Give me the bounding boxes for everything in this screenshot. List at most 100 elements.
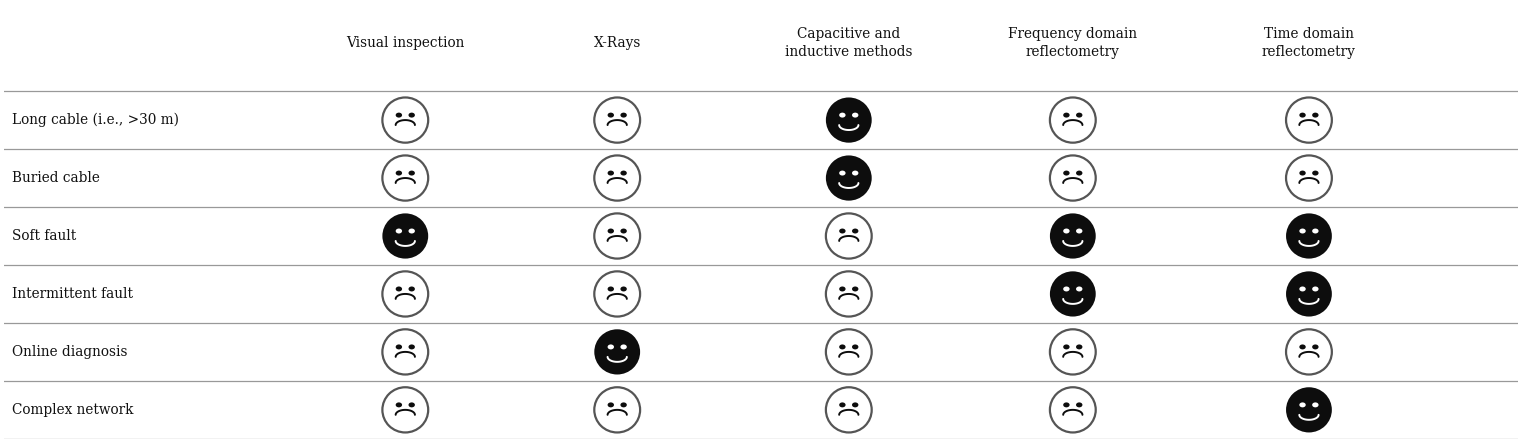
Ellipse shape xyxy=(1286,387,1332,432)
Ellipse shape xyxy=(396,171,402,175)
Ellipse shape xyxy=(408,402,416,408)
Ellipse shape xyxy=(1312,229,1318,233)
Ellipse shape xyxy=(839,402,846,408)
Text: Capacitive and
inductive methods: Capacitive and inductive methods xyxy=(785,27,913,59)
Ellipse shape xyxy=(621,287,627,291)
Ellipse shape xyxy=(408,171,416,175)
Ellipse shape xyxy=(1064,345,1070,350)
Ellipse shape xyxy=(1076,229,1082,233)
Ellipse shape xyxy=(396,287,402,291)
Ellipse shape xyxy=(607,287,613,291)
Ellipse shape xyxy=(621,113,627,117)
Ellipse shape xyxy=(1300,229,1306,233)
Ellipse shape xyxy=(396,229,402,233)
Ellipse shape xyxy=(1300,287,1306,291)
Ellipse shape xyxy=(1286,155,1332,201)
Ellipse shape xyxy=(1300,113,1306,117)
Ellipse shape xyxy=(408,113,416,117)
Ellipse shape xyxy=(382,214,428,259)
Ellipse shape xyxy=(1064,287,1070,291)
Ellipse shape xyxy=(607,345,613,350)
Ellipse shape xyxy=(839,229,846,233)
Ellipse shape xyxy=(1064,402,1070,408)
Ellipse shape xyxy=(852,171,858,175)
Ellipse shape xyxy=(1050,155,1096,201)
Ellipse shape xyxy=(1050,272,1096,317)
Ellipse shape xyxy=(1076,287,1082,291)
Ellipse shape xyxy=(408,229,416,233)
Ellipse shape xyxy=(1300,345,1306,350)
Text: Intermittent fault: Intermittent fault xyxy=(12,287,132,301)
Ellipse shape xyxy=(382,387,428,432)
Ellipse shape xyxy=(396,402,402,408)
Ellipse shape xyxy=(839,287,846,291)
Text: Soft fault: Soft fault xyxy=(12,229,76,243)
Ellipse shape xyxy=(1286,214,1332,259)
Ellipse shape xyxy=(1286,329,1332,374)
Ellipse shape xyxy=(1064,229,1070,233)
Ellipse shape xyxy=(826,214,872,259)
Text: Buried cable: Buried cable xyxy=(12,171,99,185)
Text: Online diagnosis: Online diagnosis xyxy=(12,345,128,359)
Ellipse shape xyxy=(408,287,416,291)
Ellipse shape xyxy=(621,229,627,233)
Ellipse shape xyxy=(594,97,641,143)
Ellipse shape xyxy=(1050,387,1096,432)
Ellipse shape xyxy=(826,97,872,143)
Text: X-Rays: X-Rays xyxy=(594,36,641,51)
Ellipse shape xyxy=(839,171,846,175)
Text: Long cable (i.e., >30 m): Long cable (i.e., >30 m) xyxy=(12,113,178,127)
Ellipse shape xyxy=(1286,97,1332,143)
Ellipse shape xyxy=(621,171,627,175)
Ellipse shape xyxy=(607,229,613,233)
Ellipse shape xyxy=(1076,171,1082,175)
Ellipse shape xyxy=(594,272,641,317)
Ellipse shape xyxy=(1064,171,1070,175)
Ellipse shape xyxy=(621,402,627,408)
Ellipse shape xyxy=(1286,272,1332,317)
Ellipse shape xyxy=(396,345,402,350)
Ellipse shape xyxy=(1076,113,1082,117)
Ellipse shape xyxy=(826,272,872,317)
Ellipse shape xyxy=(1050,214,1096,259)
Ellipse shape xyxy=(852,402,858,408)
Ellipse shape xyxy=(1300,171,1306,175)
Ellipse shape xyxy=(852,345,858,350)
Text: Frequency domain
reflectometry: Frequency domain reflectometry xyxy=(1008,27,1137,59)
Ellipse shape xyxy=(1076,345,1082,350)
Text: Visual inspection: Visual inspection xyxy=(345,36,464,51)
Ellipse shape xyxy=(1050,329,1096,374)
Ellipse shape xyxy=(382,272,428,317)
Ellipse shape xyxy=(826,155,872,201)
Ellipse shape xyxy=(826,387,872,432)
Ellipse shape xyxy=(1312,113,1318,117)
Ellipse shape xyxy=(607,402,613,408)
Ellipse shape xyxy=(594,214,641,259)
Ellipse shape xyxy=(1300,402,1306,408)
Ellipse shape xyxy=(621,345,627,350)
Text: Complex network: Complex network xyxy=(12,403,134,417)
Ellipse shape xyxy=(594,329,641,374)
Ellipse shape xyxy=(1076,402,1082,408)
Ellipse shape xyxy=(607,113,613,117)
Ellipse shape xyxy=(1050,97,1096,143)
Ellipse shape xyxy=(1312,171,1318,175)
Ellipse shape xyxy=(396,113,402,117)
Text: Time domain
reflectometry: Time domain reflectometry xyxy=(1262,27,1356,59)
Ellipse shape xyxy=(408,345,416,350)
Ellipse shape xyxy=(852,113,858,117)
Ellipse shape xyxy=(382,329,428,374)
Ellipse shape xyxy=(852,287,858,291)
Ellipse shape xyxy=(839,345,846,350)
Ellipse shape xyxy=(839,113,846,117)
Ellipse shape xyxy=(826,329,872,374)
Ellipse shape xyxy=(607,171,613,175)
Ellipse shape xyxy=(1064,113,1070,117)
Ellipse shape xyxy=(382,97,428,143)
Ellipse shape xyxy=(382,155,428,201)
Ellipse shape xyxy=(594,387,641,432)
Ellipse shape xyxy=(1312,287,1318,291)
Ellipse shape xyxy=(852,229,858,233)
Ellipse shape xyxy=(1312,345,1318,350)
Ellipse shape xyxy=(1312,402,1318,408)
